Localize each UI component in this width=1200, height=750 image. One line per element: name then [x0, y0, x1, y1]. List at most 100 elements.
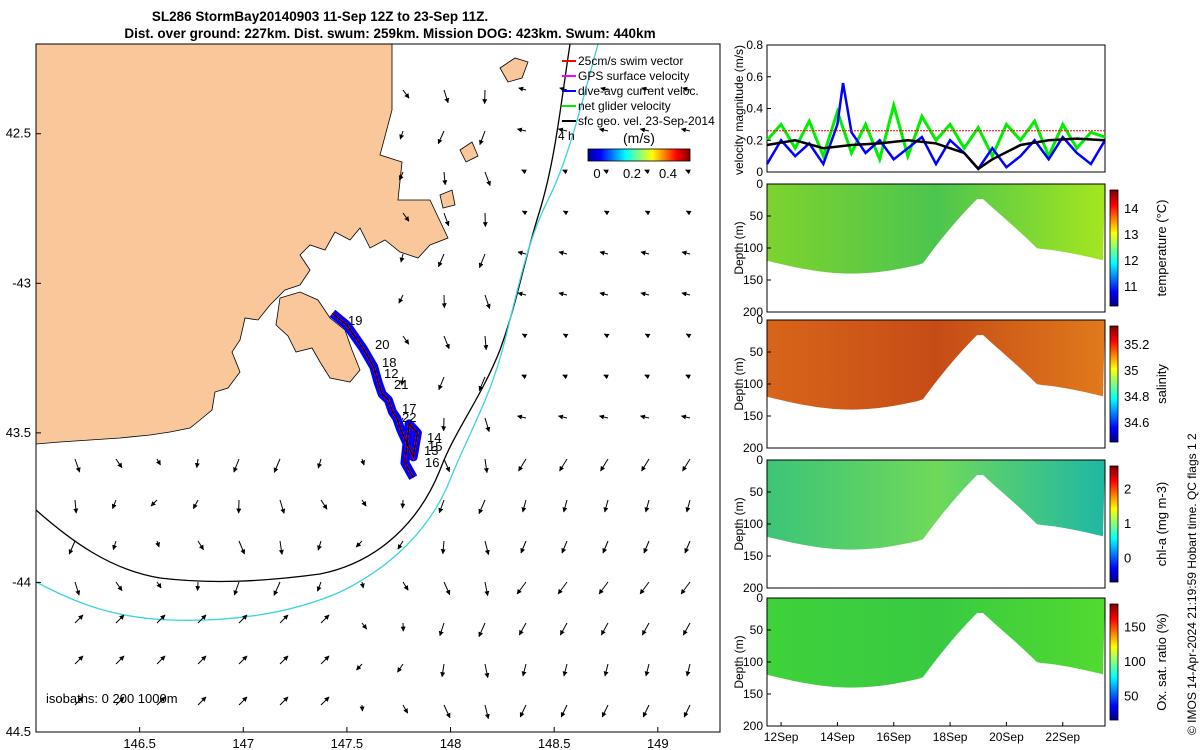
geo-velocity-arrow — [355, 540, 363, 548]
geo-velocity-arrow — [600, 458, 609, 472]
geo-velocity-arrow — [639, 414, 650, 420]
geo-velocity-arrow — [402, 704, 409, 714]
geo-velocity-arrow — [443, 89, 450, 104]
geo-velocity-arrow — [562, 663, 568, 677]
geo-velocity-arrow — [598, 414, 609, 420]
legend-label: GPS surface velocity — [578, 69, 689, 83]
geo-velocity-arrow — [484, 704, 490, 720]
geo-velocity-arrow — [192, 499, 199, 510]
geo-velocity-arrow — [238, 614, 248, 624]
geo-velocity-arrow — [562, 374, 568, 380]
geo-velocity-arrow — [399, 376, 405, 386]
section-ytick-label: 50 — [750, 345, 764, 359]
speed-colorbar — [587, 148, 691, 162]
geo-velocity-arrow — [639, 581, 650, 595]
geo-velocity-arrow — [521, 169, 527, 175]
credit-text: © IMOS 14-Apr-2024 21:19:59 Hobart time.… — [1185, 433, 1199, 735]
velocity-panel: 0 0.2 0.4 0.6 0.8 velocity magnitude (m/s) — [732, 38, 1107, 179]
geo-velocity-arrow — [478, 622, 486, 638]
geo-velocity-arrow — [74, 696, 84, 706]
geo-velocity-arrow — [518, 458, 527, 472]
geo-velocity-arrow — [112, 540, 117, 551]
geo-velocity-arrow — [559, 86, 568, 92]
chart-title-line1: SL286 StormBay20140903 11-Sep 12Z to 23-… — [151, 9, 489, 24]
geo-velocity-arrow — [599, 250, 609, 256]
geo-velocity-arrow — [397, 540, 404, 550]
map-panel: 146.5 147 147.5 148 148.5 149 42.5 -43 43.5 -44 44… — [6, 43, 721, 750]
island-land — [439, 57, 529, 209]
velocity-series-line — [766, 137, 1106, 171]
geo-velocity-arrow — [681, 291, 691, 297]
geo-velocity-arrow — [562, 210, 569, 216]
day-label: 18 — [382, 355, 396, 370]
geo-velocity-arrow — [443, 704, 451, 719]
velocity-ytick-label: 0.8 — [746, 38, 763, 52]
section-ytick-label: 0 — [756, 453, 763, 467]
legend-label: dive-avg current veloc. — [578, 84, 699, 98]
map-xtick-label: 148.5 — [538, 736, 571, 750]
geo-velocity-arrow — [279, 696, 289, 706]
geo-velocity-arrow — [238, 540, 246, 555]
section-panel: 0 50 100 150 200 Depth (m) 11 12 13 14 temperature… — [732, 177, 1169, 319]
map-xtick-label: 149 — [647, 736, 669, 750]
day-label: 20 — [375, 337, 389, 352]
section-fill — [767, 598, 1105, 688]
geo-velocity-arrow — [317, 458, 322, 469]
section-ytick-label: 150 — [743, 273, 763, 287]
geo-velocity-arrow — [443, 335, 450, 350]
geo-velocity-arrow — [598, 127, 609, 133]
geo-velocity-arrow — [518, 86, 527, 92]
section-ytick-label: 100 — [743, 655, 763, 669]
geo-velocity-arrow — [685, 210, 692, 216]
geo-velocity-arrow — [398, 171, 404, 181]
geo-velocity-arrow — [641, 86, 650, 92]
section-fill — [767, 184, 1105, 274]
geo-velocity-arrow — [402, 212, 410, 222]
date-tick-label: 16Sep — [876, 730, 911, 744]
geo-velocity-arrow — [399, 253, 405, 263]
geo-velocity-arrow — [115, 458, 123, 469]
section-ytick-label: 50 — [750, 623, 764, 637]
geo-velocity-arrow — [238, 696, 248, 706]
geo-velocity-arrow — [156, 458, 161, 466]
velocity-ylabel: velocity magnitude (m/s) — [732, 45, 746, 175]
section-colorbar — [1109, 189, 1119, 307]
section-colorbar — [1109, 325, 1119, 443]
colorbar-tick-label: 13 — [1124, 227, 1138, 242]
geo-velocity-arrow — [483, 335, 489, 351]
geo-velocity-arrow — [642, 704, 650, 718]
colorbar-tick-label: 14 — [1124, 201, 1138, 216]
geo-velocity-arrow — [155, 540, 160, 548]
geo-velocity-arrow — [156, 696, 166, 706]
geo-velocity-arrow — [685, 499, 691, 513]
geo-velocity-arrow — [317, 540, 322, 551]
geo-velocity-arrow — [443, 458, 451, 473]
geo-velocity-arrow — [156, 655, 166, 665]
colorbar-tick-label: 100 — [1124, 654, 1146, 669]
geo-velocity-arrow — [484, 663, 490, 679]
colorbar-tick-label: 1 — [1124, 516, 1131, 531]
colorbar-label: salinity — [1154, 364, 1169, 404]
map-ytick-label: -44 — [12, 574, 31, 589]
section-ytick-label: 200 — [743, 719, 763, 733]
map-ytick-label: -43 — [12, 275, 31, 290]
geo-velocity-arrow — [115, 614, 125, 624]
geo-velocity-arrow — [233, 458, 240, 473]
geo-velocity-arrow — [484, 294, 491, 310]
geo-velocity-arrow — [438, 499, 445, 514]
section-ytick-label: 150 — [743, 409, 763, 423]
geo-velocity-arrow — [197, 540, 204, 551]
speed-scale-label: (m/s) — [623, 130, 655, 146]
geo-velocity-arrow — [518, 622, 527, 636]
colorbar-tick-label: 34.6 — [1124, 415, 1149, 430]
section-ytick-label: 0 — [756, 313, 763, 327]
glider-track — [329, 309, 422, 480]
geo-velocity-arrow — [520, 540, 527, 554]
geo-velocity-arrow — [521, 499, 527, 513]
geo-velocity-arrow — [361, 622, 368, 630]
geo-velocity-arrow — [603, 499, 609, 513]
geo-velocity-arrow — [641, 622, 650, 636]
